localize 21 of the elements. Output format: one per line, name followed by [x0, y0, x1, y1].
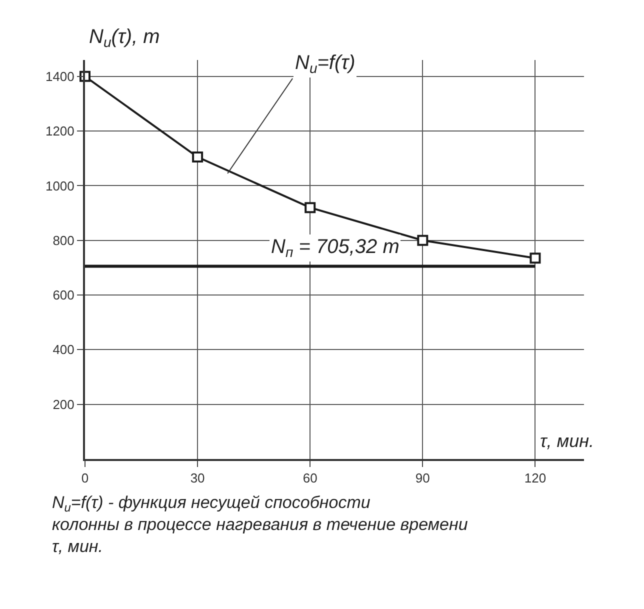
point [530, 252, 541, 264]
y-tick-label: 200 [52, 396, 74, 412]
point [417, 234, 428, 246]
x-tick-label: 90 [415, 470, 430, 486]
x-tick-label: 30 [190, 470, 205, 486]
text: N$_{u}$=f(τ) - функция несущей способности колонны в процессе нагревания в течение времени τ, мин. [52, 493, 468, 556]
ref-line-label: N$_{п}$ = 705,32 m [271, 236, 400, 260]
x-axis-title: τ, мин. [540, 431, 594, 451]
y-tick-label: 600 [52, 288, 74, 303]
x-tick-label: 60 [302, 470, 318, 486]
x-tick-label: 120 [524, 470, 546, 486]
y-tick-label: 1400 [45, 68, 74, 84]
x-tick-label: 0 [81, 470, 89, 486]
point [304, 202, 316, 214]
y-tick-label: 800 [52, 232, 74, 248]
y-axis-title: N$_{u}$(τ), m [89, 26, 160, 50]
y-tick-label: 1000 [45, 178, 74, 194]
y-tick-label: 400 [52, 342, 74, 358]
y-tick-label: 1200 [45, 124, 74, 139]
annotation: N$_{u}$=f(τ) [295, 52, 356, 76]
point [192, 152, 204, 163]
